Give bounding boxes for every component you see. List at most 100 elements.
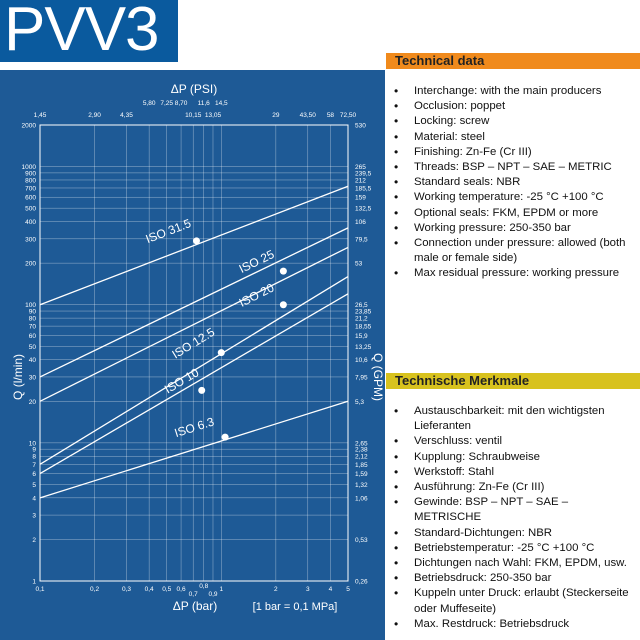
technische-merkmale-item: Gewinde: BSP – NPT – SAE – METRISCHE bbox=[386, 495, 636, 525]
y-tick-label: 4 bbox=[32, 495, 36, 502]
y-tick-label: 700 bbox=[25, 185, 36, 192]
technical-data-heading: Technical data bbox=[386, 53, 640, 69]
x-tick-label: 5 bbox=[346, 586, 350, 593]
series-marker bbox=[279, 301, 287, 309]
technical-data-item: Locking: screw bbox=[386, 114, 636, 129]
y-right-tick-label: 13,25 bbox=[355, 344, 372, 351]
technische-merkmale-item: Max. Restdruck: Betriebsdruck bbox=[386, 617, 636, 632]
y-right-tick-label: 106 bbox=[355, 219, 366, 226]
y-right-tick-label: 159 bbox=[355, 195, 366, 202]
y-tick-label: 900 bbox=[25, 170, 36, 177]
y-right-tick-label: 5,3 bbox=[355, 399, 364, 406]
series-label: ISO 31.5 bbox=[144, 216, 194, 246]
x-tick-label: 2 bbox=[274, 586, 278, 593]
x-axis-title: ΔP (bar) bbox=[173, 599, 217, 613]
y-tick-label: 60 bbox=[29, 333, 37, 340]
technical-data-item: Optional seals: FKM, EPDM or more bbox=[386, 206, 636, 221]
x-tick-label: 0,8 bbox=[199, 583, 208, 590]
series-marker bbox=[279, 267, 287, 275]
y-right-tick-label: 1,06 bbox=[355, 495, 368, 502]
y-tick-label: 30 bbox=[29, 374, 37, 381]
y-right-tick-label: 10,6 bbox=[355, 357, 368, 364]
x-tick-label: 0,3 bbox=[122, 586, 131, 593]
technische-merkmale-item: Austauschbarkeit: mit den wichtigsten Li… bbox=[386, 404, 636, 434]
y-tick-label: 300 bbox=[25, 236, 36, 243]
x-tick-label: 4 bbox=[329, 586, 333, 593]
y-right-tick-label: 0,53 bbox=[355, 537, 368, 544]
y-right-tick-label: 53 bbox=[355, 261, 363, 268]
technische-merkmale-item: Ausführung: Zn-Fe (Cr III) bbox=[386, 480, 636, 495]
series-label: ISO 10 bbox=[162, 365, 202, 396]
y-right-tick-label: 23,85 bbox=[355, 309, 372, 316]
y-tick-label: 2 bbox=[32, 537, 36, 544]
x-tick-label: 0,2 bbox=[90, 586, 99, 593]
y-right-tick-label: 18,55 bbox=[355, 324, 372, 331]
series-label: ISO 12.5 bbox=[169, 325, 217, 362]
series-line bbox=[39, 275, 349, 465]
plot-frame bbox=[39, 124, 349, 582]
y-right-tick-label: 79,5 bbox=[355, 236, 368, 243]
technical-data-item: Finishing: Zn-Fe (Cr III) bbox=[386, 145, 636, 160]
y-right-tick-label: 1,85 bbox=[355, 462, 368, 469]
x-tick-label: 1 bbox=[219, 586, 223, 593]
y-tick-label: 6 bbox=[32, 471, 36, 478]
x-top-tick-label: 29 bbox=[272, 112, 280, 119]
y-axis-right-title: Q (GPM) bbox=[371, 353, 385, 401]
x-tick-label: 3 bbox=[306, 586, 310, 593]
y-tick-label: 7 bbox=[32, 462, 36, 469]
series-label: ISO 20 bbox=[237, 280, 277, 309]
x-tick-label: 0,1 bbox=[35, 586, 44, 593]
y-tick-label: 200 bbox=[25, 261, 36, 268]
series-marker bbox=[217, 349, 225, 357]
x-top-tick-label: 11,6 bbox=[198, 100, 211, 107]
unit-note: [1 bar = 0,1 MPa] bbox=[253, 601, 338, 613]
y-tick-label: 100 bbox=[25, 302, 36, 309]
x-top-tick-label: 13,05 bbox=[205, 112, 222, 119]
series-marker bbox=[198, 386, 206, 394]
technische-merkmale-list: Austauschbarkeit: mit den wichtigsten Li… bbox=[386, 404, 636, 632]
technische-merkmale-item: Werkstoff: Stahl bbox=[386, 465, 636, 480]
x-top-tick-label: 72,50 bbox=[340, 112, 357, 119]
y-tick-label: 2000 bbox=[22, 123, 37, 130]
technical-data-item: Interchange: with the main producers bbox=[386, 84, 636, 99]
y-tick-label: 3 bbox=[32, 513, 36, 520]
technical-data-list: Interchange: with the main producersOccl… bbox=[386, 84, 636, 282]
product-title: PVV3 bbox=[4, 0, 160, 64]
x-tick-label: 0,7 bbox=[189, 591, 198, 598]
technische-merkmale-item: Betriebsdruck: 250-350 bar bbox=[386, 571, 636, 586]
technische-merkmale-item: Verschluss: ventil bbox=[386, 434, 636, 449]
technical-data-item: Material: steel bbox=[386, 130, 636, 145]
y-tick-label: 20 bbox=[29, 399, 37, 406]
technische-merkmale-item: Kuppeln unter Druck: erlaubt (Steckersei… bbox=[386, 586, 636, 616]
series-line bbox=[39, 293, 349, 475]
y-right-tick-label: 1,32 bbox=[355, 482, 368, 489]
y-tick-label: 40 bbox=[29, 357, 37, 364]
technische-merkmale-item: Kupplung: Schraubweise bbox=[386, 450, 636, 465]
y-right-tick-label: 2,38 bbox=[355, 447, 368, 454]
flow-chart: 0,1 0,2 0,3 0,4 0,5 0,60,70,80,91 2 3 4 51,45 2,90… bbox=[11, 82, 385, 613]
technische-merkmale-item: Betriebstemperatur: -25 °C +100 °C bbox=[386, 541, 636, 556]
y-tick-label: 8 bbox=[32, 454, 36, 461]
y-right-tick-label: 530 bbox=[355, 123, 366, 130]
technical-data-item: Working pressure: 250-350 bar bbox=[386, 221, 636, 236]
x-top-tick-label: 7,25 bbox=[160, 100, 173, 107]
technische-merkmale-item: Dichtungen nach Wahl: FKM, EPDM, usw. bbox=[386, 556, 636, 571]
y-right-tick-label: 239,5 bbox=[355, 170, 372, 177]
y-right-tick-label: 21,2 bbox=[355, 316, 368, 323]
x-tick-label: 0,4 bbox=[145, 586, 154, 593]
y-tick-label: 9 bbox=[32, 447, 36, 454]
technical-data-item: Occlusion: poppet bbox=[386, 99, 636, 114]
y-right-tick-label: 15,9 bbox=[355, 333, 368, 340]
x-top-tick-label: 10,15 bbox=[185, 112, 202, 119]
technical-data-item: Working temperature: -25 °C +100 °C bbox=[386, 190, 636, 205]
x-top-tick-label: 8,70 bbox=[175, 100, 188, 107]
y-right-tick-label: 2,12 bbox=[355, 454, 368, 461]
x-tick-label: 0,5 bbox=[162, 586, 171, 593]
technical-data-item: Standard seals: NBR bbox=[386, 175, 636, 190]
series-line bbox=[39, 246, 349, 402]
x-top-tick-label: 1,45 bbox=[34, 112, 47, 119]
y-right-tick-label: 185,5 bbox=[355, 185, 372, 192]
y-tick-label: 1 bbox=[32, 579, 36, 586]
x-axis-top-title: ΔP (PSI) bbox=[171, 82, 217, 96]
series-line bbox=[39, 185, 349, 306]
